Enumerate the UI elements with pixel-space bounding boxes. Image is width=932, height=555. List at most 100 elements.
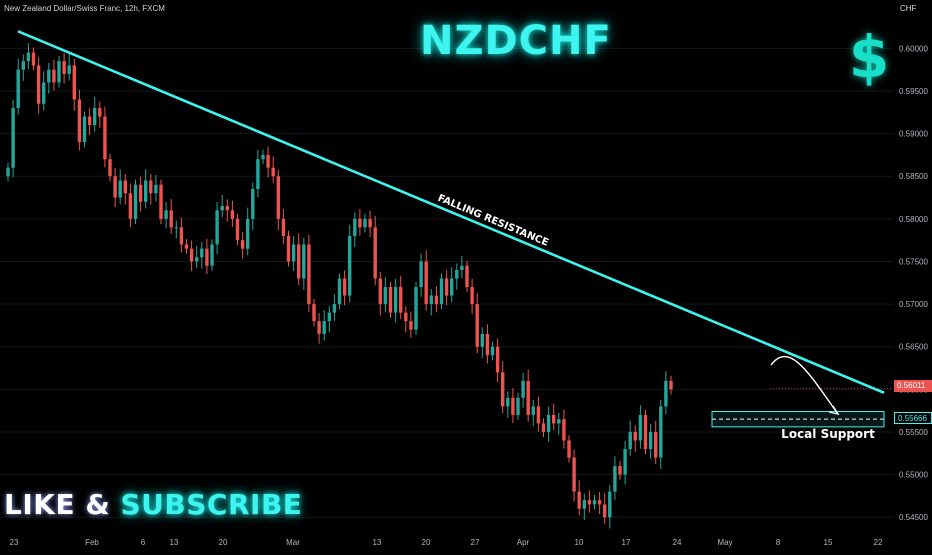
candle-body [179,227,184,245]
candle-body [31,52,36,66]
y-tick-label: 0.54500 [899,513,928,522]
candle-body [281,218,286,236]
candle-body [108,159,112,177]
y-tick-label: 0.60000 [899,44,928,53]
x-tick-label: 10 [575,538,584,547]
candle-body [235,218,240,241]
x-tick-label: 20 [219,538,228,547]
x-tick-label: 13 [170,538,179,547]
candle-body [286,235,291,262]
x-tick-label: 22 [874,538,883,547]
candle-body [195,257,199,262]
candle-body [337,278,342,305]
candle-body [546,414,551,432]
candle-body [648,431,653,450]
like-text: LIKE & [4,488,121,521]
candle-body [322,321,326,334]
candle-body [633,431,637,441]
y-tick-label: 0.58000 [899,215,928,224]
candle-body [138,184,143,202]
candle-body [307,244,311,305]
candle-body [592,500,597,505]
candle-body [276,176,280,219]
candle-body [348,235,352,296]
candle-body [11,108,15,168]
candle-body [77,99,82,143]
candle-body [643,414,648,450]
candle-body [383,287,388,305]
dollar-icon: $ [848,23,890,91]
support-price-tag: 0.55666 [894,412,932,424]
candle-body [256,159,260,190]
candle-body [501,372,505,407]
candle-body [291,244,296,262]
candle-body [133,184,138,219]
candle-body [409,321,413,330]
candle-body [169,210,173,228]
candle-body [659,406,663,458]
candle-body [189,248,194,262]
x-tick-label: Feb [85,538,99,547]
y-tick-label: 0.59500 [899,87,928,96]
candle-body [613,466,617,492]
x-tick-label: 27 [471,538,480,547]
candle-body [67,65,71,74]
y-tick-label: 0.57500 [899,257,928,266]
x-tick-label: 24 [673,538,682,547]
like-subscribe-banner: LIKE & SUBSCRIBE [4,488,302,521]
x-tick-label: Mar [286,538,300,547]
candle-body [378,278,382,305]
candle-body [103,116,107,160]
falling-resistance-line [17,30,885,394]
x-tick-label: 13 [373,538,382,547]
symbol-label: New Zealand Dollar/Swiss Franc, 12h, FXC… [4,4,165,13]
candle-body [541,423,546,432]
candle-body [123,180,127,194]
candle-body [72,65,76,100]
candle-body [6,167,10,177]
candle-body [490,346,495,356]
candle-body [664,380,668,407]
candle-body [587,500,592,505]
pair-title: NZDCHF [420,18,612,64]
candle-body [113,176,117,198]
candle-body [669,380,673,390]
candle-body [159,184,163,219]
candle-body [485,333,490,356]
candle-body [511,397,515,415]
y-tick-label: 0.55000 [899,471,928,480]
candle-body [552,414,556,424]
x-tick-label: 8 [776,538,781,547]
candle-body [98,108,102,117]
candle-body [251,189,255,219]
candle-body [82,116,87,143]
candle-body [567,440,571,458]
candle-body [444,278,449,296]
candle-body [399,287,403,313]
candle-body [144,180,148,202]
candle-body [572,457,576,492]
candle-body [261,154,265,160]
candle-body [42,82,46,104]
support-label: Local Support [781,427,875,441]
candle-body [516,397,520,415]
candle-body [154,184,158,194]
trendline-label: FALLING RESISTANCE [436,193,550,249]
candle-body [215,210,219,245]
candle-body [603,504,607,518]
candle-body [480,333,484,347]
candle-body [297,244,301,279]
candle-body [184,244,189,249]
candle-body [450,278,454,296]
candle-body [536,406,541,424]
candle-body [205,248,209,266]
candle-body [424,261,428,305]
overlay-layer: FALLING RESISTANCE Local Support [17,30,893,441]
candle-body [638,414,643,441]
candle-body [36,65,41,104]
y-tick-label: 0.56500 [899,343,928,352]
candle-body [455,270,459,279]
candle-body [597,500,602,505]
x-tick-label: 17 [622,538,631,547]
